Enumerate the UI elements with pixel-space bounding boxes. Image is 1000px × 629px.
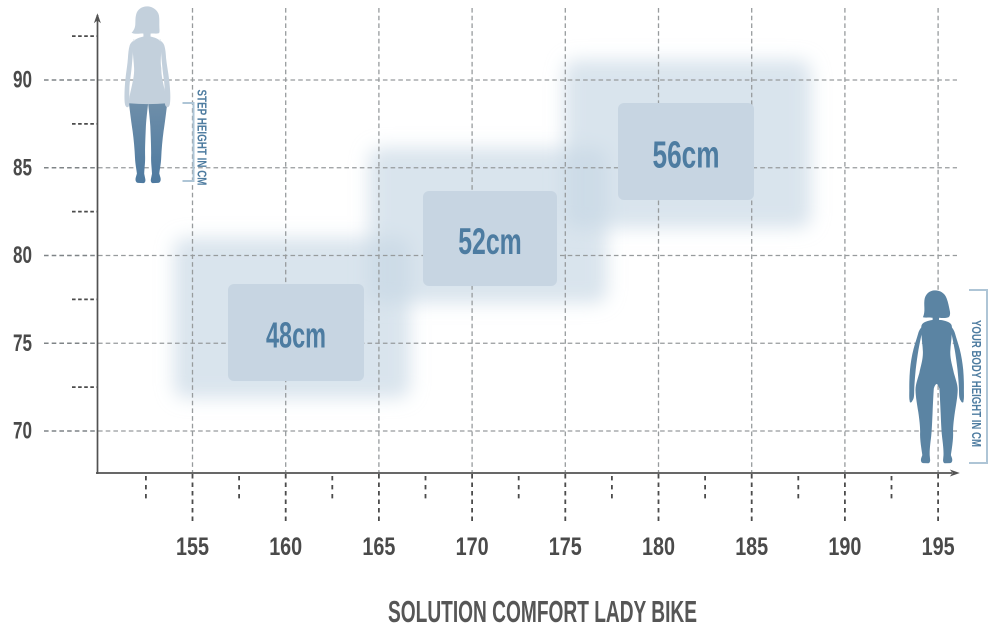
svg-text:160: 160 [269,534,302,561]
svg-text:70: 70 [13,418,32,445]
svg-text:52cm: 52cm [458,221,522,262]
svg-text:STEP HEIGHT IN CM: STEP HEIGHT IN CM [194,90,208,186]
svg-text:75: 75 [13,330,32,357]
svg-text:190: 190 [828,534,861,561]
svg-text:48cm: 48cm [266,315,326,356]
svg-text:YOUR BODY HEIGHT IN CM: YOUR BODY HEIGHT IN CM [969,320,983,447]
svg-text:195: 195 [922,534,955,561]
svg-text:185: 185 [735,534,768,561]
svg-text:90: 90 [13,67,32,94]
svg-text:56cm: 56cm [653,135,720,177]
svg-text:175: 175 [549,534,582,561]
svg-text:85: 85 [13,154,32,181]
svg-text:155: 155 [176,534,209,561]
svg-text:170: 170 [456,534,489,561]
svg-text:SOLUTION COMFORT LADY BIKE: SOLUTION COMFORT LADY BIKE [388,595,697,629]
svg-text:80: 80 [13,242,32,269]
svg-text:165: 165 [362,534,395,561]
svg-text:180: 180 [642,534,675,561]
